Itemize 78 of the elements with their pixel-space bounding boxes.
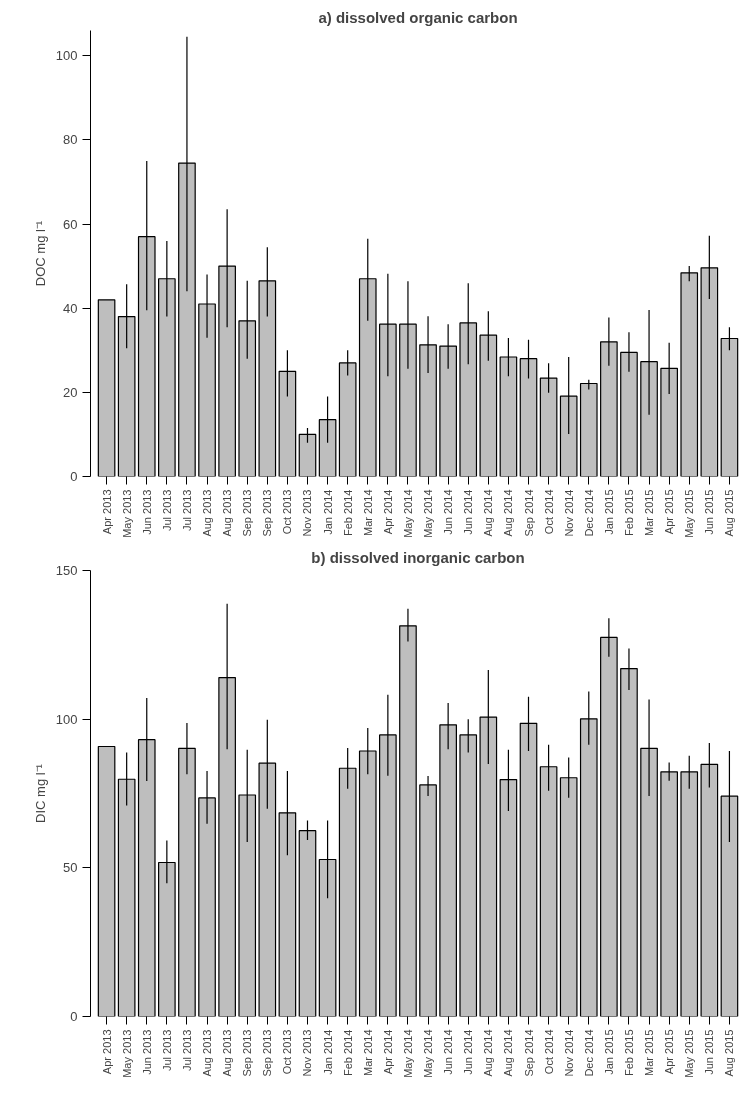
y-tick-label: 0 bbox=[70, 469, 78, 484]
x-tick-label: Apr 2015 bbox=[663, 489, 676, 535]
x-tick-label: Feb 2014 bbox=[341, 1029, 354, 1076]
x-tick-label: Aug 2013 bbox=[201, 1029, 214, 1077]
x-tick-label: Aug 2015 bbox=[723, 1029, 736, 1077]
x-tick-label: Sep 2013 bbox=[241, 489, 254, 537]
x-tick-label: Apr 2014 bbox=[381, 489, 394, 535]
x-tick-label: Oct 2014 bbox=[542, 489, 555, 535]
x-tick-label: Jun 2015 bbox=[703, 1029, 716, 1075]
x-tick-label: Sep 2013 bbox=[241, 1029, 254, 1077]
x-tick-label: Jul 2013 bbox=[180, 1029, 193, 1072]
x-tick-label: Jun 2014 bbox=[442, 489, 455, 535]
x-tick-label: Aug 2013 bbox=[221, 489, 234, 537]
x-tick-label: Mar 2014 bbox=[361, 489, 374, 536]
y-axis-title: DIC mg l⁻¹ bbox=[32, 763, 48, 823]
x-tick-label: Jan 2014 bbox=[321, 1029, 334, 1075]
x-tick-label: Aug 2013 bbox=[201, 489, 214, 537]
x-tick-label: May 2015 bbox=[683, 489, 696, 538]
x-tick-label: Aug 2015 bbox=[723, 489, 736, 537]
x-tick-label: Mar 2014 bbox=[361, 1029, 374, 1076]
x-tick-label: Jul 2013 bbox=[160, 1029, 173, 1072]
x-tick-label: Feb 2015 bbox=[622, 1029, 635, 1076]
x-tick-label: Apr 2013 bbox=[100, 1029, 113, 1075]
x-tick-label: May 2013 bbox=[120, 1029, 133, 1078]
x-tick-label: May 2014 bbox=[401, 489, 414, 538]
y-axis-title: DOC mg l⁻¹ bbox=[32, 220, 48, 287]
y-tick-label: 40 bbox=[63, 300, 78, 316]
y-tick-label: 50 bbox=[63, 860, 78, 876]
y-tick-label: 100 bbox=[55, 711, 78, 727]
x-tick-label: Jun 2013 bbox=[140, 489, 153, 535]
x-tick-label: May 2014 bbox=[401, 1029, 414, 1078]
x-tick-label: Sep 2014 bbox=[522, 489, 535, 537]
chart-title: a) dissolved organic carbon bbox=[318, 8, 518, 26]
y-tick-label: 60 bbox=[63, 216, 78, 232]
x-tick-label: Nov 2013 bbox=[301, 1029, 314, 1077]
x-tick-label: Jun 2014 bbox=[462, 489, 475, 535]
x-tick-label: Mar 2015 bbox=[643, 1029, 656, 1076]
x-tick-label: May 2014 bbox=[422, 489, 435, 538]
x-tick-label: Aug 2014 bbox=[482, 1029, 495, 1077]
x-tick-label: Oct 2013 bbox=[281, 489, 294, 535]
x-tick-label: Sep 2013 bbox=[261, 1029, 274, 1077]
x-tick-label: Apr 2013 bbox=[100, 489, 113, 535]
x-tick-label: Sep 2014 bbox=[522, 1029, 535, 1077]
x-tick-label: Jun 2014 bbox=[442, 1029, 455, 1075]
x-tick-label: Nov 2013 bbox=[301, 489, 314, 537]
y-tick-label: 0 bbox=[70, 1009, 78, 1024]
y-tick-label: 80 bbox=[63, 132, 78, 148]
x-tick-label: Sep 2013 bbox=[261, 489, 274, 537]
x-tick-label: Jun 2014 bbox=[462, 1029, 475, 1075]
x-tick-label: Jan 2014 bbox=[321, 489, 334, 535]
x-tick-label: Apr 2015 bbox=[663, 1029, 676, 1075]
x-tick-label: Aug 2014 bbox=[502, 1029, 515, 1077]
x-tick-label: Mar 2015 bbox=[643, 489, 656, 536]
chart-title: b) dissolved inorganic carbon bbox=[311, 548, 525, 566]
x-tick-label: Aug 2014 bbox=[482, 489, 495, 537]
x-tick-label: Oct 2014 bbox=[542, 1029, 555, 1075]
x-tick-label: Aug 2014 bbox=[502, 489, 515, 537]
x-tick-label: Jun 2013 bbox=[140, 1029, 153, 1075]
x-tick-label: Nov 2014 bbox=[562, 1029, 575, 1077]
x-tick-label: Feb 2014 bbox=[341, 489, 354, 536]
x-tick-label: Jul 2013 bbox=[160, 489, 173, 532]
y-tick-label: 150 bbox=[55, 563, 78, 578]
x-tick-label: May 2015 bbox=[683, 1029, 696, 1078]
y-tick-label: 20 bbox=[63, 384, 78, 400]
x-tick-label: Jun 2015 bbox=[703, 489, 716, 535]
x-tick-label: Oct 2013 bbox=[281, 1029, 294, 1075]
x-tick-label: Feb 2015 bbox=[622, 489, 635, 536]
x-tick-label: Jan 2015 bbox=[602, 489, 615, 535]
x-tick-label: Dec 2014 bbox=[582, 489, 595, 537]
x-tick-label: Nov 2014 bbox=[562, 489, 575, 537]
y-tick-label: 100 bbox=[55, 48, 78, 64]
x-tick-label: May 2014 bbox=[422, 1029, 435, 1078]
x-tick-label: Aug 2013 bbox=[221, 1029, 234, 1077]
x-tick-label: May 2013 bbox=[120, 489, 133, 538]
x-tick-label: Jan 2015 bbox=[602, 1029, 615, 1075]
x-tick-label: Apr 2014 bbox=[381, 1029, 394, 1075]
x-tick-label: Jul 2013 bbox=[180, 489, 193, 532]
x-tick-label: Dec 2014 bbox=[582, 1029, 595, 1077]
